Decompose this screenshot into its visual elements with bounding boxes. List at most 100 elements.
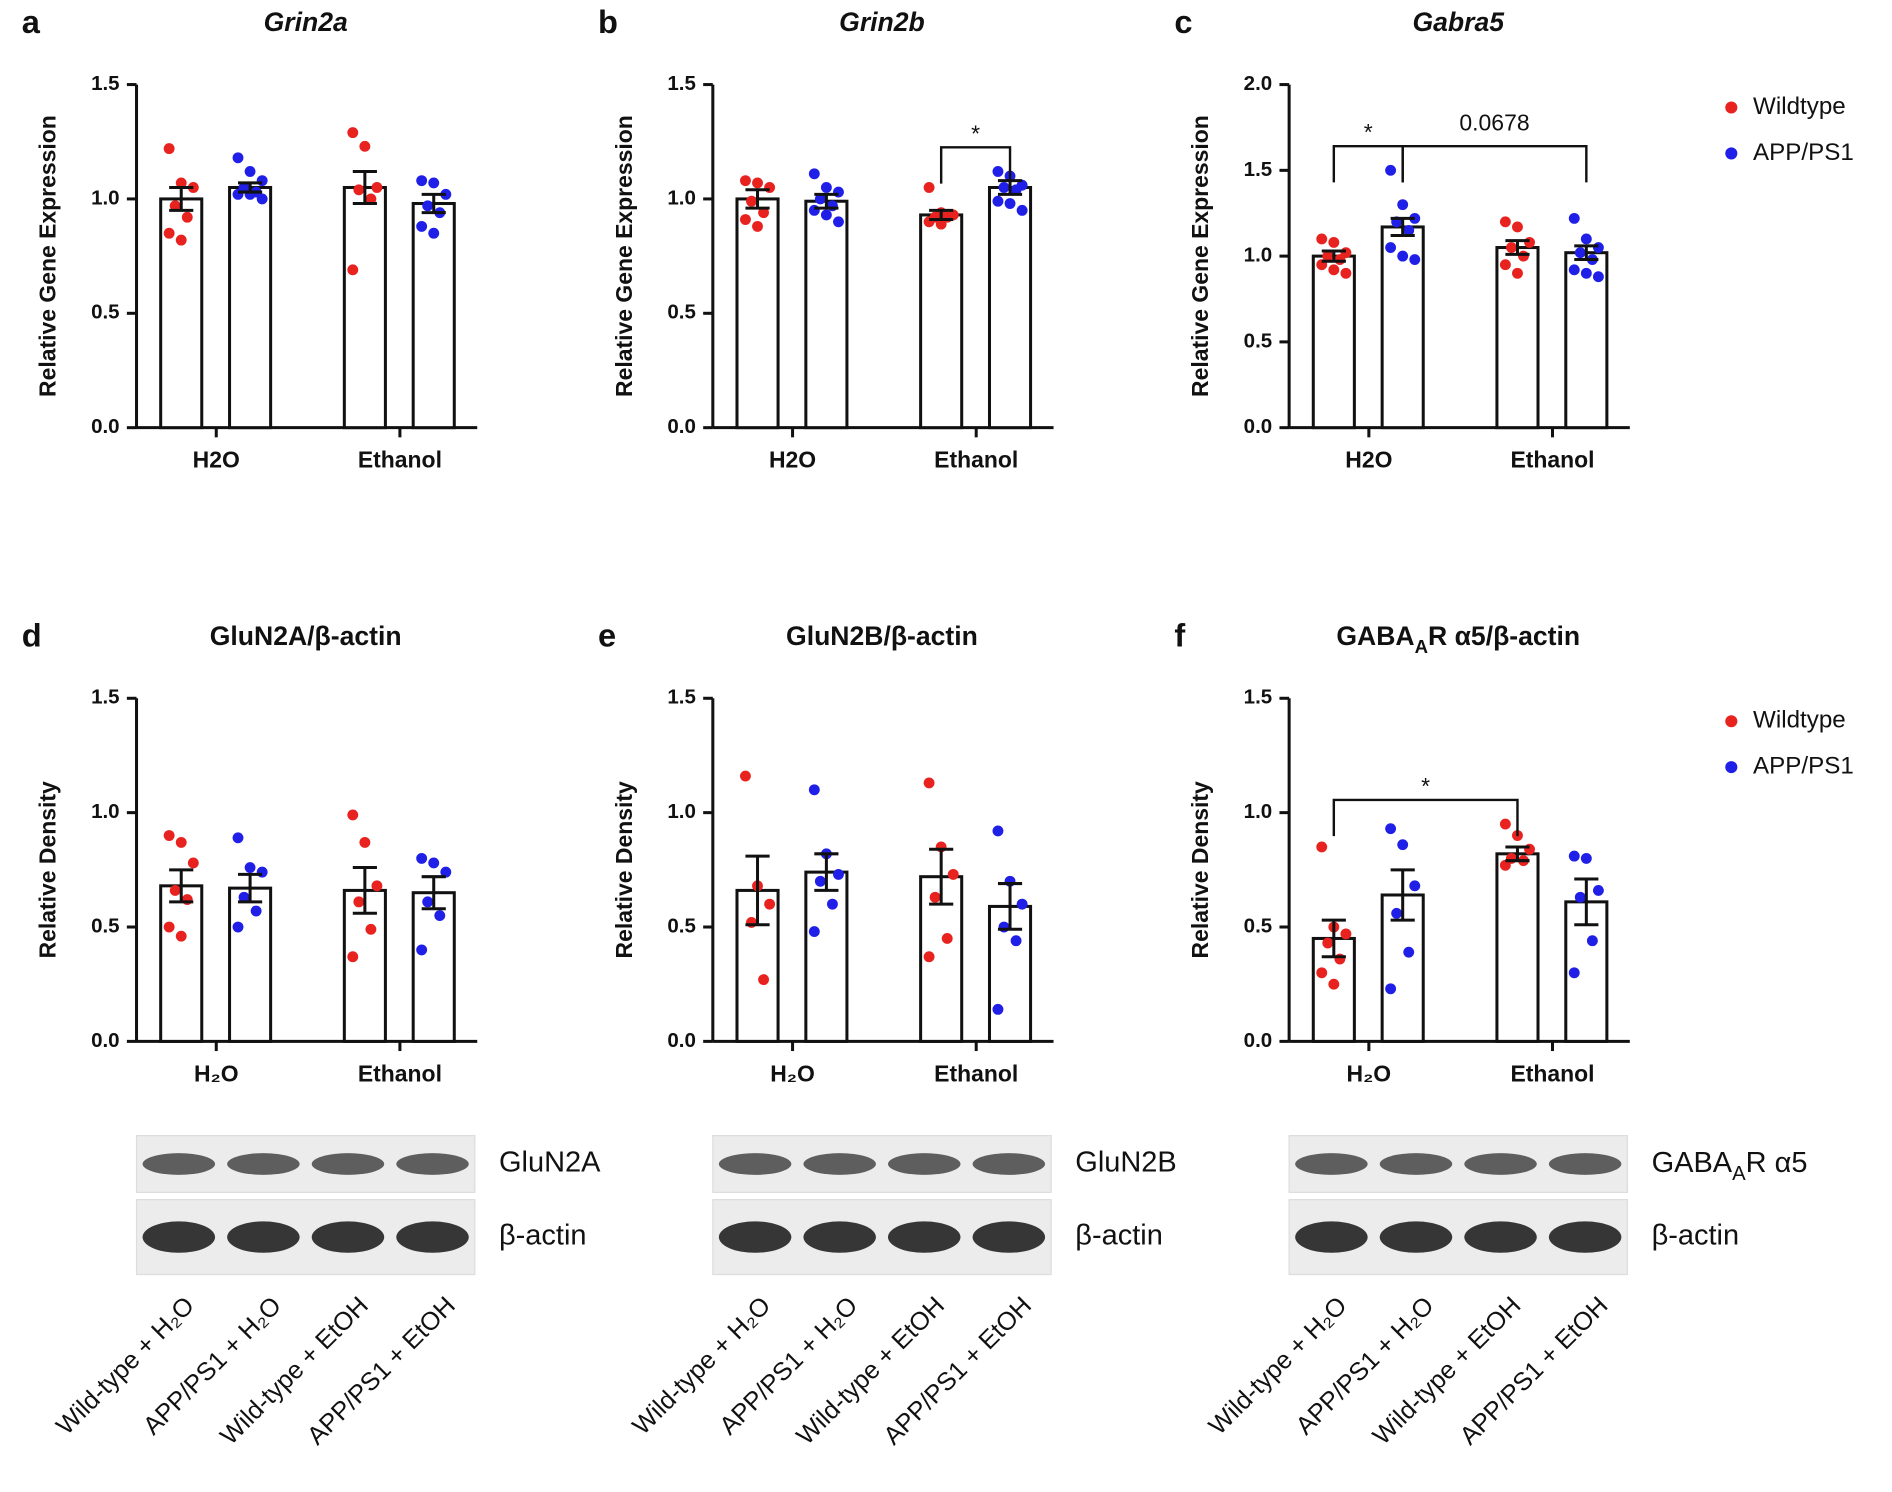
- data-point: [365, 923, 377, 935]
- data-point: [1403, 224, 1415, 236]
- data-point: [175, 177, 187, 189]
- error-bar: [352, 169, 377, 206]
- data-point: [181, 894, 193, 906]
- bar: [1311, 254, 1356, 430]
- x-tick-label: H₂O: [770, 1060, 815, 1086]
- x-tick-label: Ethanol: [934, 447, 1018, 473]
- data-point: [740, 770, 751, 782]
- blot-band: [1379, 1153, 1453, 1175]
- chart-title: Grin2a: [264, 7, 348, 37]
- data-point: [740, 214, 751, 225]
- data-point: [163, 830, 175, 841]
- data-point: [808, 168, 820, 180]
- error-bar: [1505, 239, 1530, 256]
- blot-band: [311, 1221, 385, 1253]
- error-bar: [238, 872, 263, 904]
- y-tick-label: 1.5: [91, 686, 120, 709]
- data-point: [1328, 978, 1340, 990]
- y-axis-label: Relative Density: [35, 781, 61, 958]
- blot-band: [1295, 1221, 1368, 1253]
- data-point: [923, 182, 935, 193]
- bar: [735, 197, 780, 430]
- x-tick-label: H2O: [1345, 447, 1392, 473]
- data-point: [826, 200, 838, 212]
- text-segment: GABA: [1652, 1147, 1733, 1179]
- data-point: [1568, 212, 1580, 224]
- data-point: [998, 921, 1010, 933]
- y-tick-label: 0.5: [1244, 329, 1273, 352]
- panel-letter: a: [22, 3, 41, 40]
- significance-bracket: [1332, 798, 1519, 837]
- data-point: [181, 211, 193, 223]
- data-point: [764, 898, 776, 910]
- data-point: [232, 921, 244, 933]
- error-bar: [1390, 868, 1415, 922]
- legend-marker: [1725, 715, 1738, 728]
- blot-band: [718, 1221, 792, 1253]
- data-point: [752, 220, 763, 232]
- data-point: [1505, 242, 1517, 253]
- x-tick-label: Ethanol: [358, 447, 442, 473]
- data-point: [256, 866, 268, 878]
- panel-letter: e: [598, 616, 616, 653]
- data-point: [923, 951, 935, 963]
- data-point: [1340, 267, 1352, 279]
- chart-title: GluN2B/β-actin: [786, 621, 978, 651]
- data-point: [992, 1003, 1004, 1015]
- data-point: [992, 195, 1004, 207]
- y-tick-label: 1.0: [91, 186, 120, 209]
- data-point: [1397, 250, 1409, 262]
- legend-marker: [1725, 101, 1738, 114]
- data-point: [422, 896, 434, 908]
- data-point: [1322, 937, 1334, 949]
- blot-band: [1379, 1221, 1453, 1253]
- data-point: [1328, 236, 1340, 248]
- data-point: [1385, 823, 1397, 835]
- data-point: [365, 193, 377, 205]
- blot-band: [396, 1221, 469, 1253]
- data-point: [929, 891, 941, 903]
- data-point: [1010, 935, 1022, 947]
- legend-label: Wildtype: [1753, 707, 1846, 734]
- data-point: [1586, 935, 1598, 947]
- data-point: [1499, 818, 1511, 830]
- data-point: [256, 175, 268, 187]
- data-point: [820, 182, 832, 193]
- error-bar: [169, 185, 194, 212]
- y-tick-label: 1.0: [1244, 244, 1273, 267]
- y-tick-label: 1.5: [1244, 158, 1273, 181]
- data-point: [947, 868, 959, 880]
- blot-band: [803, 1153, 876, 1175]
- error-bar: [421, 192, 446, 215]
- error-bar: [169, 868, 194, 904]
- data-point: [187, 857, 199, 869]
- error-bar: [745, 854, 770, 927]
- data-point: [1391, 907, 1403, 919]
- data-point: [1499, 259, 1511, 271]
- data-point: [1592, 242, 1604, 253]
- data-point: [244, 166, 256, 177]
- chart-title: GABAAR α5/β-actin: [1336, 621, 1580, 657]
- error-bar: [929, 847, 954, 906]
- data-point: [1397, 199, 1409, 211]
- blot-band: [1548, 1221, 1622, 1253]
- data-point: [1334, 254, 1346, 265]
- y-tick-label: 2.0: [1244, 72, 1273, 95]
- panel-letter: f: [1174, 616, 1185, 653]
- text-segment: GABA: [1336, 621, 1414, 651]
- blot-band: [972, 1153, 1046, 1175]
- error-bar: [1574, 244, 1599, 262]
- blot-band: [1464, 1153, 1537, 1175]
- data-point: [169, 200, 181, 212]
- y-axis-label: Relative Density: [1187, 781, 1213, 958]
- data-point: [347, 809, 359, 821]
- data-point: [371, 182, 383, 193]
- data-point: [1499, 216, 1511, 228]
- data-point: [416, 220, 428, 232]
- data-point: [1524, 843, 1535, 855]
- data-point: [1322, 250, 1334, 262]
- x-tick-label: H2O: [193, 447, 240, 473]
- data-point: [1574, 247, 1586, 259]
- significance-bracket: [1401, 144, 1588, 183]
- text-segment: A: [1732, 1163, 1746, 1185]
